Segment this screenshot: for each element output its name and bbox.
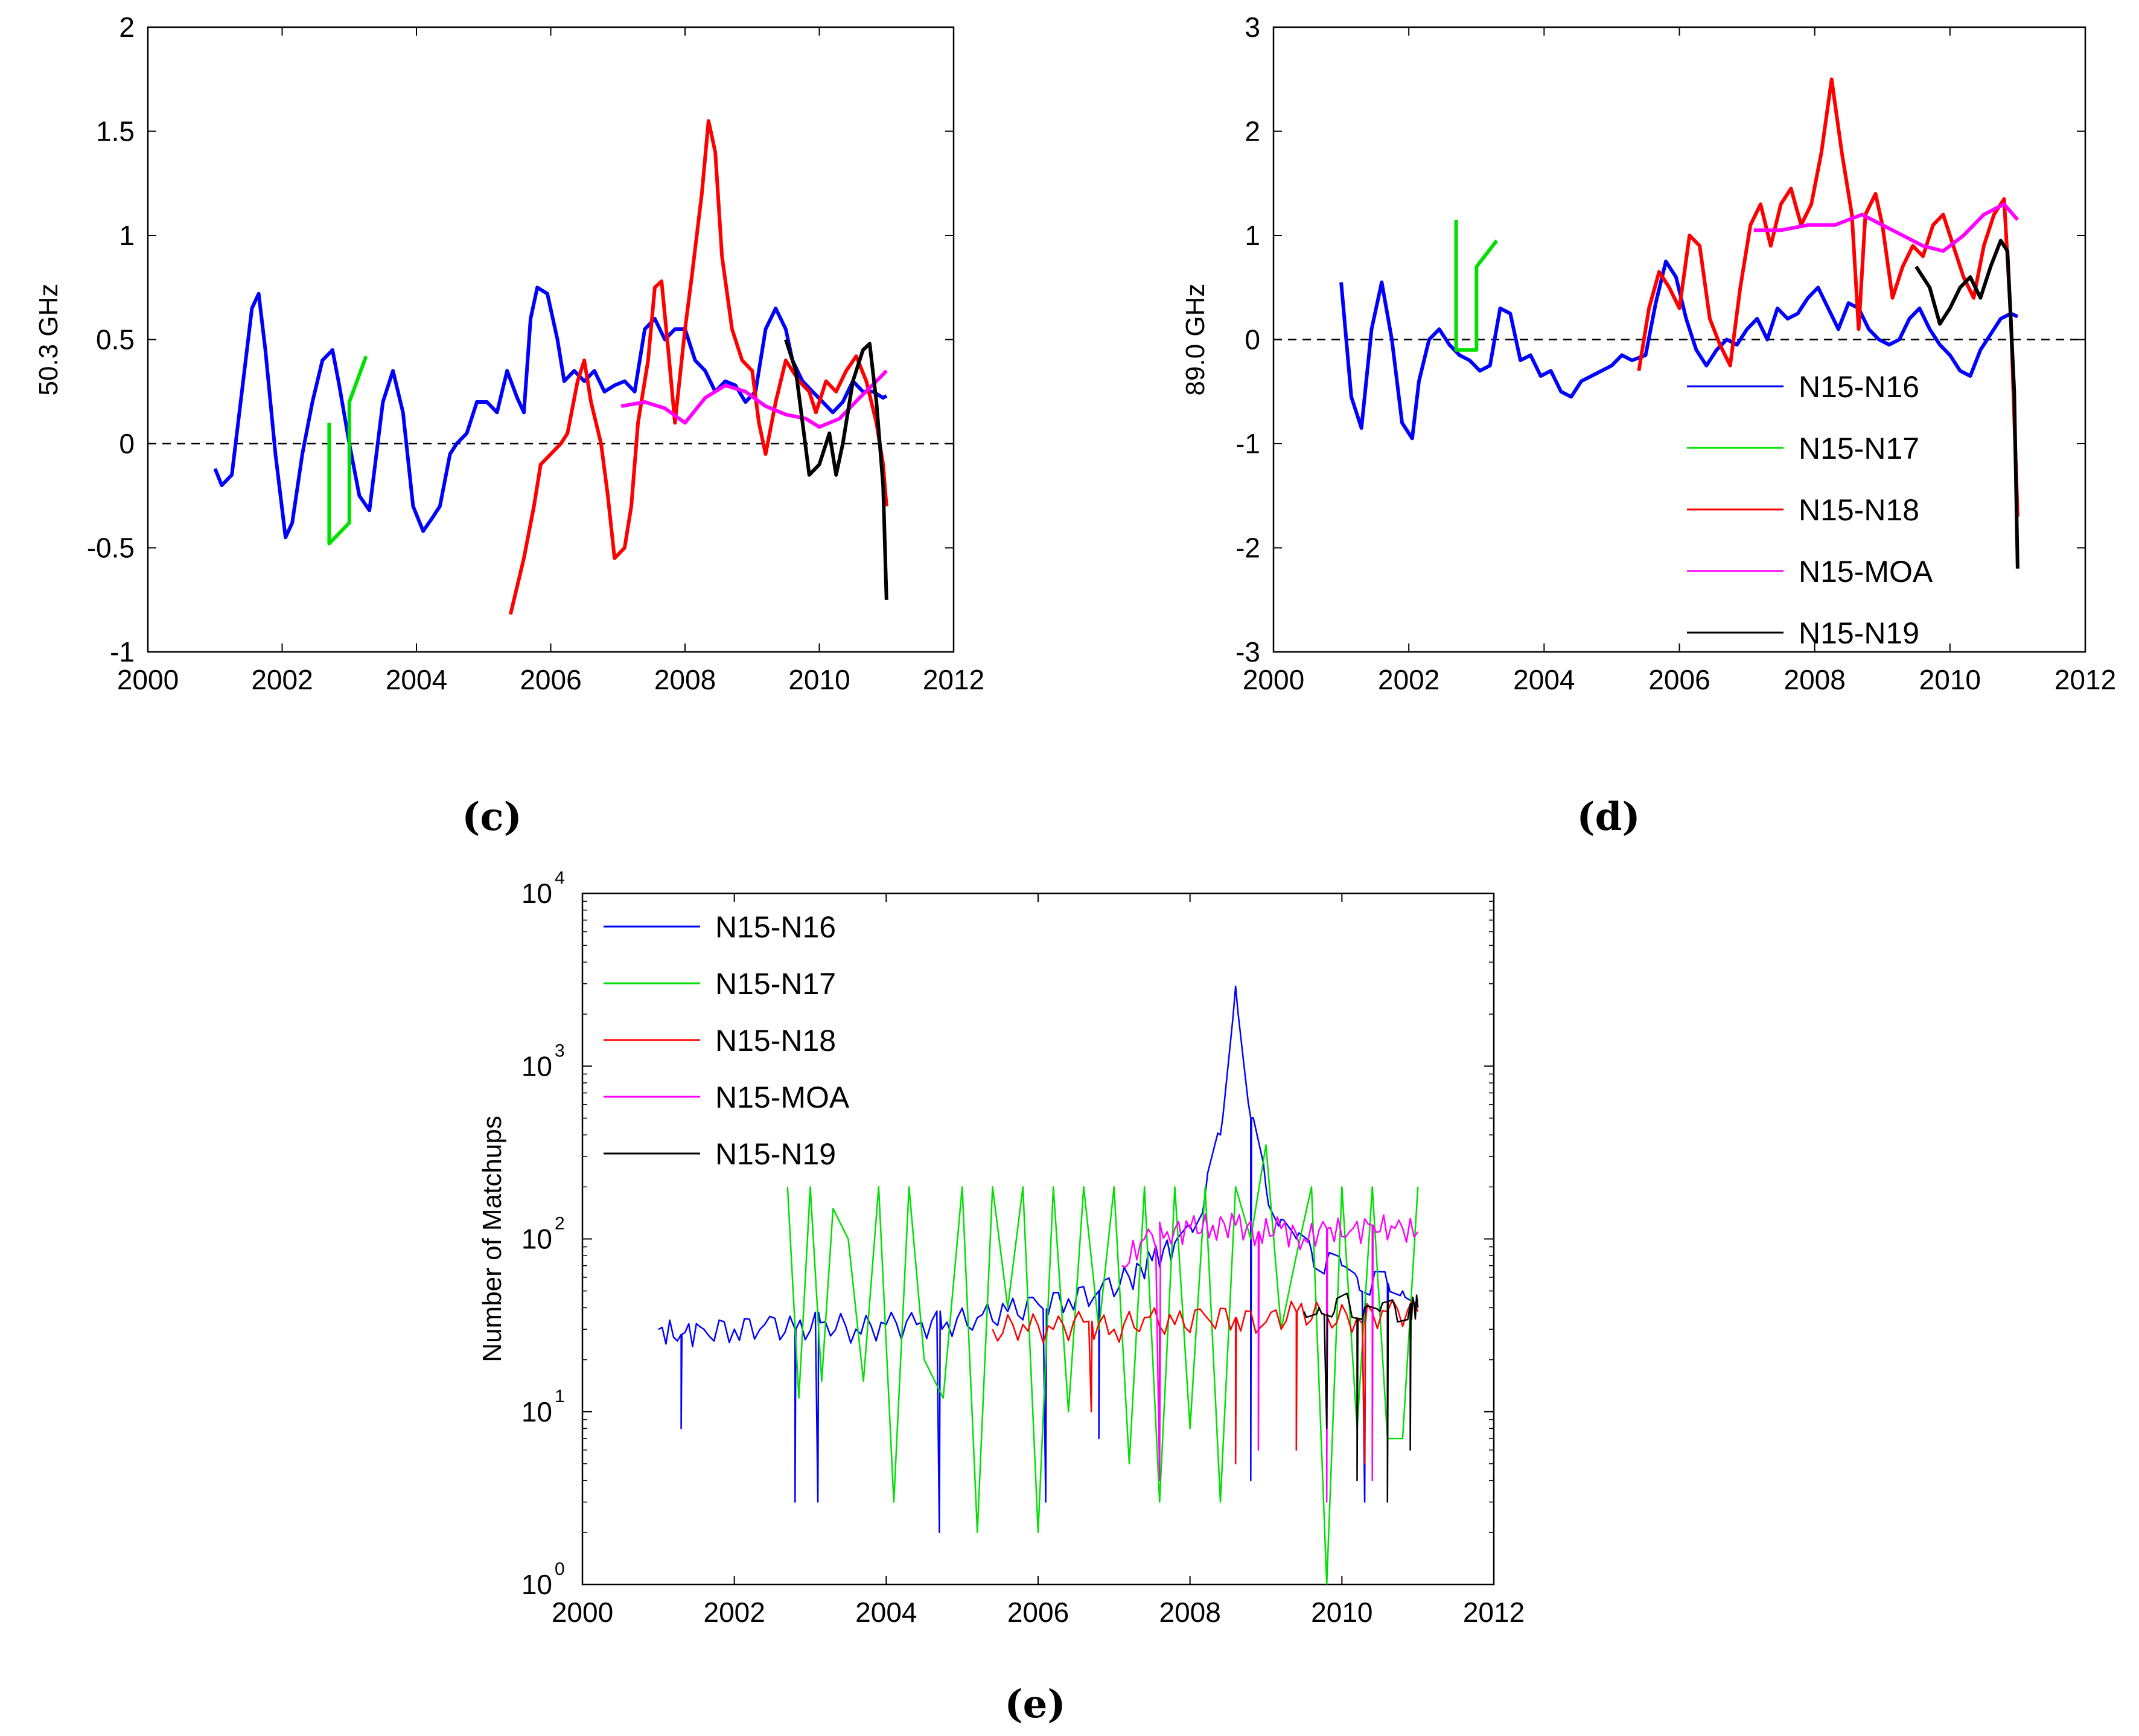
x-tick-label: 2008 — [1784, 664, 1845, 695]
y-tick-label-base: 10 — [521, 878, 552, 909]
series-line-n15-n19 — [784, 339, 888, 600]
x-tick-label: 2012 — [923, 664, 984, 695]
x-tick-label: 2000 — [117, 664, 179, 695]
y-tick-label: 0 — [1245, 324, 1260, 356]
plot-area — [213, 119, 888, 615]
y-tick-label-base: 10 — [521, 1050, 552, 1082]
y-tick-label-base: 10 — [521, 1569, 552, 1600]
legend: N15-N16 N15-N17 N15-N18 N15-MOA N15-N19 — [1687, 370, 1933, 650]
x-tick-label: 2000 — [552, 1597, 613, 1628]
panel-caption-e: (e) — [1004, 1682, 1065, 1727]
y-tick-label: 3 — [1245, 11, 1260, 43]
panel-caption-c: (c) — [462, 794, 522, 840]
x-tick-label: 2012 — [2055, 664, 2116, 695]
panel-c-chart: 2000 2002 2004 2006 2008 2010 2012 -1 -0.5 0 0.5 1 1… — [34, 11, 984, 840]
y-tick-label: -3 — [1235, 636, 1260, 668]
panel-caption-d: (d) — [1576, 794, 1640, 840]
x-tick-label: 2010 — [1919, 664, 1981, 695]
series-line-n15-n16 — [213, 286, 888, 540]
series-line-n15-n19 — [1914, 238, 2019, 569]
series-line-n15-n17 — [327, 356, 368, 546]
y-tick-label-exponent: 3 — [555, 1041, 565, 1061]
y-tick-label: 1 — [1245, 220, 1260, 251]
series-line-n15-n16 — [1339, 260, 2019, 441]
y-tick-label: 1 — [119, 220, 135, 251]
y-tick-label-exponent: 4 — [555, 868, 565, 888]
x-tick-label: 2002 — [251, 664, 313, 695]
x-tick-label: 2004 — [386, 664, 447, 695]
series-line-n15-n18 — [992, 1298, 1419, 1465]
y-tick-label: -1 — [1235, 428, 1260, 459]
legend: N15-N16 N15-N17 N15-N18 N15-MOA N15-N19 — [604, 910, 850, 1171]
y-axis-label: 50.3 GHz — [34, 284, 63, 396]
legend-label-n15-n18: N15-N18 — [1799, 493, 1919, 527]
x-tick-label: 2008 — [654, 664, 716, 695]
x-tick-label: 2006 — [1648, 664, 1710, 695]
plot-area — [1339, 77, 2019, 569]
y-tick-label-exponent: 2 — [555, 1214, 565, 1234]
x-tick-label: 2000 — [1243, 664, 1304, 695]
x-tick-label: 2008 — [1159, 1597, 1220, 1628]
y-tick-label-base: 10 — [521, 1396, 552, 1428]
y-tick-label: -0.5 — [87, 532, 135, 564]
legend-label-n15-n16: N15-N16 — [715, 910, 836, 944]
x-tick-label: 2002 — [1378, 664, 1439, 695]
x-tick-label: 2004 — [855, 1597, 917, 1628]
legend-label-n15-n19: N15-N19 — [715, 1137, 836, 1171]
legend-label-n15-n17: N15-N17 — [715, 967, 836, 1001]
x-tick-label: 2006 — [520, 664, 581, 695]
y-axis-label: 89.0 GHz — [1181, 284, 1210, 396]
series-line-n15-moa — [620, 369, 888, 429]
series-line-n15-n18 — [508, 119, 888, 615]
y-tick-label: 2 — [119, 11, 135, 43]
legend-label-n15-n18: N15-N18 — [715, 1024, 836, 1058]
y-tick-label: 2 — [1245, 116, 1260, 147]
series-line-n15-n16 — [658, 985, 1419, 1534]
series-line-n15-n19 — [1303, 1292, 1419, 1503]
y-tick-label-exponent: 0 — [555, 1559, 565, 1579]
y-tick-label: 0 — [119, 428, 135, 459]
panel-d-chart: 2000 2002 2004 2006 2008 2010 2012 -3 -2 -1 0 1 2 3 89… — [1181, 11, 2116, 840]
legend-label-n15-n19: N15-N19 — [1799, 616, 1919, 650]
legend-label-n15-moa: N15-MOA — [715, 1080, 850, 1114]
plot-area — [658, 985, 1419, 1584]
legend-label-n15-moa: N15-MOA — [1799, 555, 1933, 589]
y-tick-label: -1 — [110, 636, 135, 668]
legend-label-n15-n16: N15-N16 — [1799, 370, 1919, 404]
plot-frame — [147, 26, 955, 653]
series-line-n15-n17 — [1454, 220, 1499, 352]
y-axis-label: Number of Matchups — [477, 1115, 507, 1362]
series-line-n15-n17 — [786, 1144, 1419, 1584]
x-tick-label: 2010 — [788, 664, 850, 695]
x-tick-label: 2006 — [1007, 1597, 1069, 1628]
series-line-n15-moa — [1121, 1212, 1419, 1503]
x-tick-label: 2012 — [1463, 1597, 1525, 1628]
series-line-n15-n18 — [1637, 77, 2019, 517]
y-tick-label-base: 10 — [521, 1224, 552, 1255]
series-line-n15-moa — [1753, 202, 2019, 253]
y-tick-label: -2 — [1235, 532, 1260, 564]
x-tick-label: 2002 — [703, 1597, 765, 1628]
y-tick-label: 1.5 — [96, 116, 135, 147]
x-tick-label: 2004 — [1513, 664, 1575, 695]
x-tick-label: 2010 — [1311, 1597, 1372, 1628]
y-tick-label: 0.5 — [96, 324, 135, 356]
legend-label-n15-n17: N15-N17 — [1799, 432, 1919, 465]
y-tick-label-exponent: 1 — [555, 1387, 565, 1406]
